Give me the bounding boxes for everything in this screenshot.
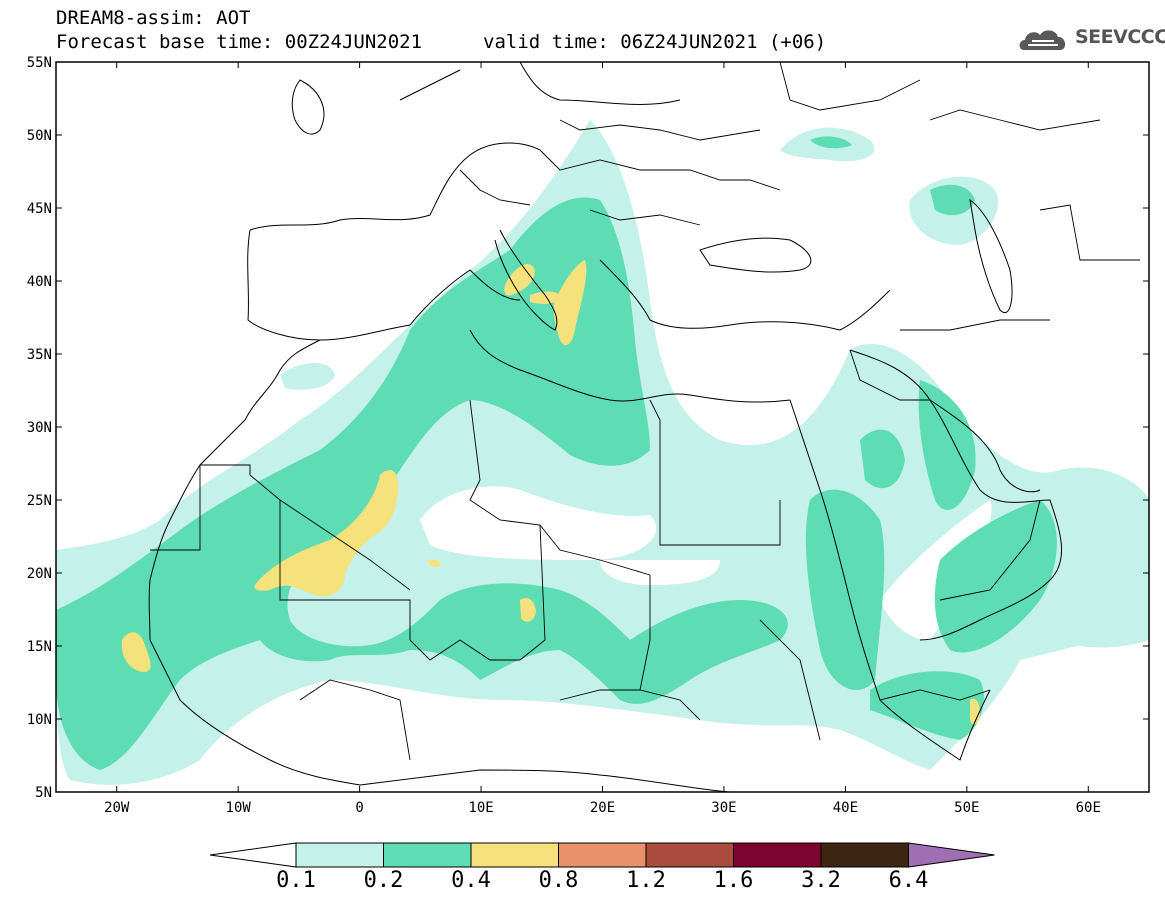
country-borders: [150, 62, 1140, 761]
lon-tick-label: 10E: [468, 800, 493, 816]
map-title: DREAM8-assim: AOT: [56, 7, 251, 29]
forecast-base-time: Forecast base time: 00Z24JUN2021: [56, 31, 423, 53]
lon-tick-label: 30E: [711, 800, 736, 816]
lon-tick-label: 0: [355, 800, 363, 816]
colorbar-label: 6.4: [888, 868, 929, 893]
colorbar-bin: [820, 842, 909, 868]
lat-tick-label: 30N: [27, 420, 52, 436]
lat-tick-label: 5N: [35, 785, 52, 801]
lat-tick-label: 55N: [27, 55, 52, 71]
latitude-axis: 55N 50N 45N 40N 35N 30N 25N 20N 15N 10N 5N: [27, 55, 1149, 801]
lat-tick-label: 25N: [27, 493, 52, 509]
colorbar-label: 1.2: [626, 868, 666, 893]
colorbar-bin: [558, 842, 647, 868]
lat-tick-label: 15N: [27, 639, 52, 655]
colorbar-label: 0.8: [538, 868, 579, 893]
lon-tick-label: 10W: [226, 800, 252, 816]
colorbar-label: 0.1: [276, 868, 316, 893]
lat-tick-label: 20N: [27, 566, 52, 582]
lat-tick-label: 10N: [27, 712, 52, 728]
aot-region-medium: [56, 136, 1057, 770]
lon-tick-label: 40E: [833, 800, 858, 816]
aot-region-clear: [420, 486, 992, 640]
valid-time: valid time: 06Z24JUN2021 (+06): [483, 31, 827, 53]
lon-tick-label: 20W: [104, 800, 130, 816]
colorbar-bin: [470, 842, 559, 868]
colorbar-label: 0.2: [363, 868, 404, 893]
colorbar: [209, 842, 995, 868]
lat-tick-label: 45N: [27, 201, 52, 217]
lon-tick-label: 60E: [1076, 800, 1101, 816]
colorbar-bin: [645, 842, 734, 868]
lat-tick-label: 40N: [27, 274, 52, 290]
colorbar-label: 0.4: [451, 868, 491, 893]
colorbar-bin: [383, 842, 472, 868]
colorbar-min-arrow: [209, 842, 297, 868]
longitude-axis: 20W 10W 0 10E 20E 30E 40E 50E 60E: [104, 62, 1101, 816]
lat-tick-label: 35N: [27, 347, 52, 363]
lat-tick-label: 50N: [27, 128, 52, 144]
colorbar-label: 3.2: [801, 868, 841, 893]
lon-tick-label: 50E: [954, 800, 979, 816]
colorbar-bin: [295, 842, 384, 868]
colorbar-label: 1.6: [713, 868, 754, 893]
lon-tick-label: 20E: [590, 800, 615, 816]
colorbar-max-arrow: [908, 842, 995, 868]
colorbar-bin: [733, 842, 822, 868]
logo-text: SEEVCCC: [1075, 26, 1165, 48]
cloud-logo-icon: [1019, 30, 1066, 50]
